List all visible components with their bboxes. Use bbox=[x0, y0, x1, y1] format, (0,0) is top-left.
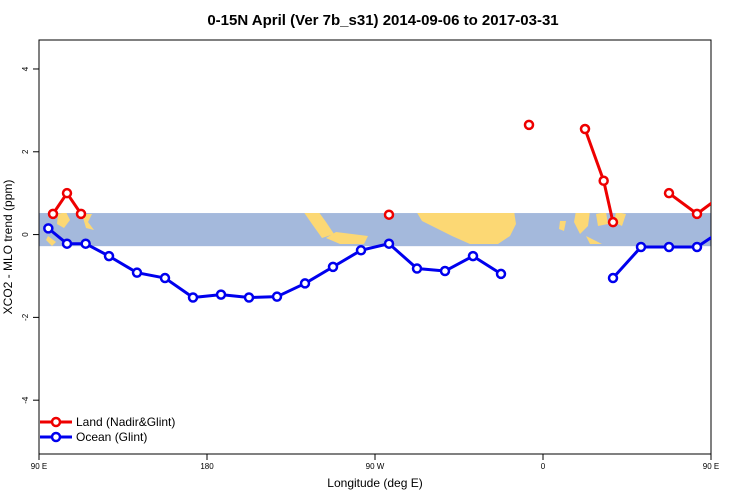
series-0 bbox=[47, 119, 743, 228]
legend-marker-land bbox=[50, 416, 62, 428]
data-point bbox=[355, 245, 367, 256]
series-layer bbox=[43, 119, 743, 303]
x-tick-label: 90 W bbox=[366, 462, 385, 471]
legend-label-ocean: Ocean (Glint) bbox=[76, 430, 147, 444]
legend: Land (Nadir&Glint) Ocean (Glint) bbox=[40, 415, 175, 444]
y-tick-label: 4 bbox=[21, 66, 30, 71]
data-point bbox=[663, 241, 675, 253]
data-point bbox=[691, 208, 703, 220]
data-point bbox=[75, 208, 87, 220]
data-point bbox=[495, 268, 507, 280]
land-southeast-asia bbox=[574, 213, 590, 234]
series-line bbox=[611, 235, 711, 280]
data-point bbox=[721, 189, 729, 197]
data-point bbox=[663, 187, 675, 199]
y-tick-label: 2 bbox=[21, 149, 30, 154]
land-sumatra bbox=[46, 236, 56, 246]
data-point bbox=[607, 272, 619, 284]
x-axis: 90 E 180 90 W 0 90 E bbox=[31, 454, 719, 471]
y-tick-label: -4 bbox=[21, 396, 30, 404]
data-point bbox=[579, 123, 591, 135]
x-tick-label: 0 bbox=[541, 462, 546, 471]
series-line bbox=[667, 191, 711, 216]
legend-item-ocean: Ocean (Glint) bbox=[40, 430, 147, 444]
data-point bbox=[598, 175, 609, 187]
data-point bbox=[523, 119, 535, 131]
data-point bbox=[159, 272, 171, 284]
legend-item-land: Land (Nadir&Glint) bbox=[40, 415, 175, 429]
land-sri-lanka bbox=[559, 221, 566, 231]
chart-title: 0-15N April (Ver 7b_s31) 2014-09-06 to 2… bbox=[207, 12, 558, 29]
y-axis-title: XCO2 - MLO trend (ppm) bbox=[1, 180, 15, 315]
data-point bbox=[80, 238, 91, 249]
legend-label-land: Land (Nadir&Glint) bbox=[76, 415, 175, 429]
data-point bbox=[721, 224, 729, 232]
x-tick-label: 90 E bbox=[703, 462, 719, 471]
land-borneo-east bbox=[596, 213, 608, 226]
data-point bbox=[607, 216, 619, 228]
data-point bbox=[691, 241, 703, 253]
data-point bbox=[411, 263, 423, 274]
data-point bbox=[299, 278, 311, 289]
land-africa bbox=[417, 213, 516, 244]
x-tick-label: 180 bbox=[200, 462, 214, 471]
series-line bbox=[583, 127, 615, 224]
data-point bbox=[721, 189, 729, 197]
data-point bbox=[439, 265, 451, 277]
data-point bbox=[43, 223, 54, 234]
data-point bbox=[61, 187, 73, 199]
land-south-america bbox=[326, 232, 368, 244]
y-axis: -4 -2 0 2 4 bbox=[21, 66, 39, 404]
land-central-america bbox=[304, 213, 334, 238]
data-point bbox=[271, 291, 283, 302]
data-point bbox=[47, 208, 59, 220]
x-tick-label: 90 E bbox=[31, 462, 47, 471]
data-point bbox=[103, 250, 115, 262]
data-point bbox=[187, 292, 199, 303]
data-point bbox=[243, 292, 255, 303]
data-point bbox=[735, 210, 743, 218]
y-tick-label: 0 bbox=[21, 232, 30, 237]
data-point bbox=[635, 241, 647, 253]
data-point bbox=[383, 238, 395, 249]
land-masses bbox=[46, 213, 626, 246]
land-sulawesi bbox=[82, 214, 94, 230]
data-point bbox=[467, 250, 479, 262]
land-sumatra-east bbox=[586, 236, 602, 244]
data-point bbox=[383, 209, 395, 220]
x-axis-title: Longitude (deg E) bbox=[327, 476, 422, 490]
y-tick-label: -2 bbox=[21, 313, 30, 321]
land-borneo bbox=[57, 213, 70, 228]
data-point bbox=[327, 261, 339, 273]
series-1 bbox=[43, 223, 729, 303]
data-point bbox=[215, 289, 227, 300]
data-point bbox=[131, 267, 143, 278]
data-point bbox=[61, 238, 73, 249]
legend-marker-ocean bbox=[50, 431, 62, 443]
